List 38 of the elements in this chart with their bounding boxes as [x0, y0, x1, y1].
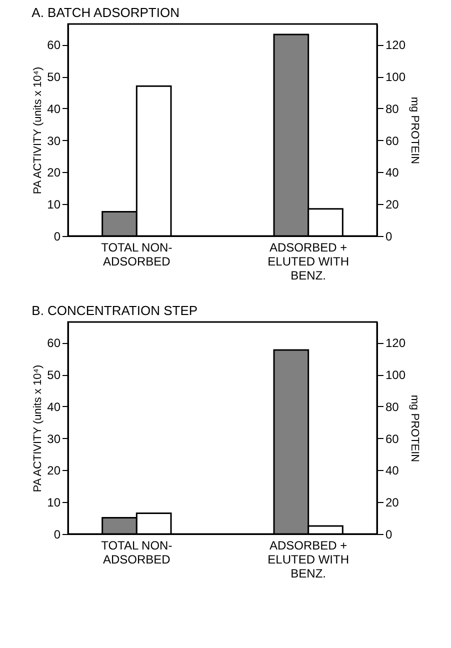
x-tick-label: TOTAL NON- ADSORBED	[101, 240, 172, 268]
y2-tick-label: 80	[386, 102, 400, 116]
y-tick-label: 10	[47, 496, 61, 510]
y2-tick-label: 60	[386, 432, 400, 446]
y2-tick-label: 100	[386, 368, 406, 382]
y2-tick-label: 40	[386, 464, 400, 478]
y2-axis-title: mg PROTEIN	[408, 394, 421, 462]
y-tick-label: 50	[47, 368, 61, 382]
y-tick-label: 40	[47, 400, 61, 414]
y-tick-label: 60	[47, 38, 61, 52]
y2-tick-label: 0	[386, 528, 392, 542]
chart-title: A. BATCH ADSORPTION	[32, 5, 180, 20]
y-tick-label: 40	[47, 102, 61, 116]
y2-tick-label: 80	[386, 400, 400, 414]
y2-tick-label: 40	[386, 166, 400, 180]
y-tick-label: 20	[47, 166, 61, 180]
y-tick-label: 0	[54, 230, 61, 244]
y2-tick-label: 120	[386, 336, 406, 350]
y2-tick-label: 20	[386, 198, 400, 212]
y-tick-label: 30	[47, 134, 61, 148]
y2-axis-title: mg PROTEIN	[408, 96, 421, 164]
y-axis-title: PA ACTIVITY (units x 10⁴)	[32, 364, 44, 492]
y-axis-title: PA ACTIVITY (units x 10⁴)	[32, 66, 44, 194]
y-tick-label: 10	[47, 198, 61, 212]
chart-title: B. CONCENTRATION STEP	[32, 303, 198, 318]
x-tick-label: TOTAL NON- ADSORBED	[101, 538, 172, 566]
y-tick-label: 50	[47, 70, 61, 84]
y2-tick-label: 60	[386, 134, 400, 148]
x-tick-label: ADSORBED + ELUTED WITH BENZ.	[268, 240, 350, 282]
y-tick-label: 30	[47, 432, 61, 446]
y-tick-label: 0	[54, 528, 61, 542]
y2-tick-label: 120	[386, 38, 406, 52]
y2-tick-label: 20	[386, 496, 400, 510]
y-tick-label: 60	[47, 336, 61, 350]
x-tick-label: ADSORBED + ELUTED WITH BENZ.	[268, 538, 350, 580]
y2-tick-label: 0	[386, 230, 392, 244]
y2-tick-label: 100	[386, 70, 406, 84]
y-tick-label: 20	[47, 464, 61, 478]
